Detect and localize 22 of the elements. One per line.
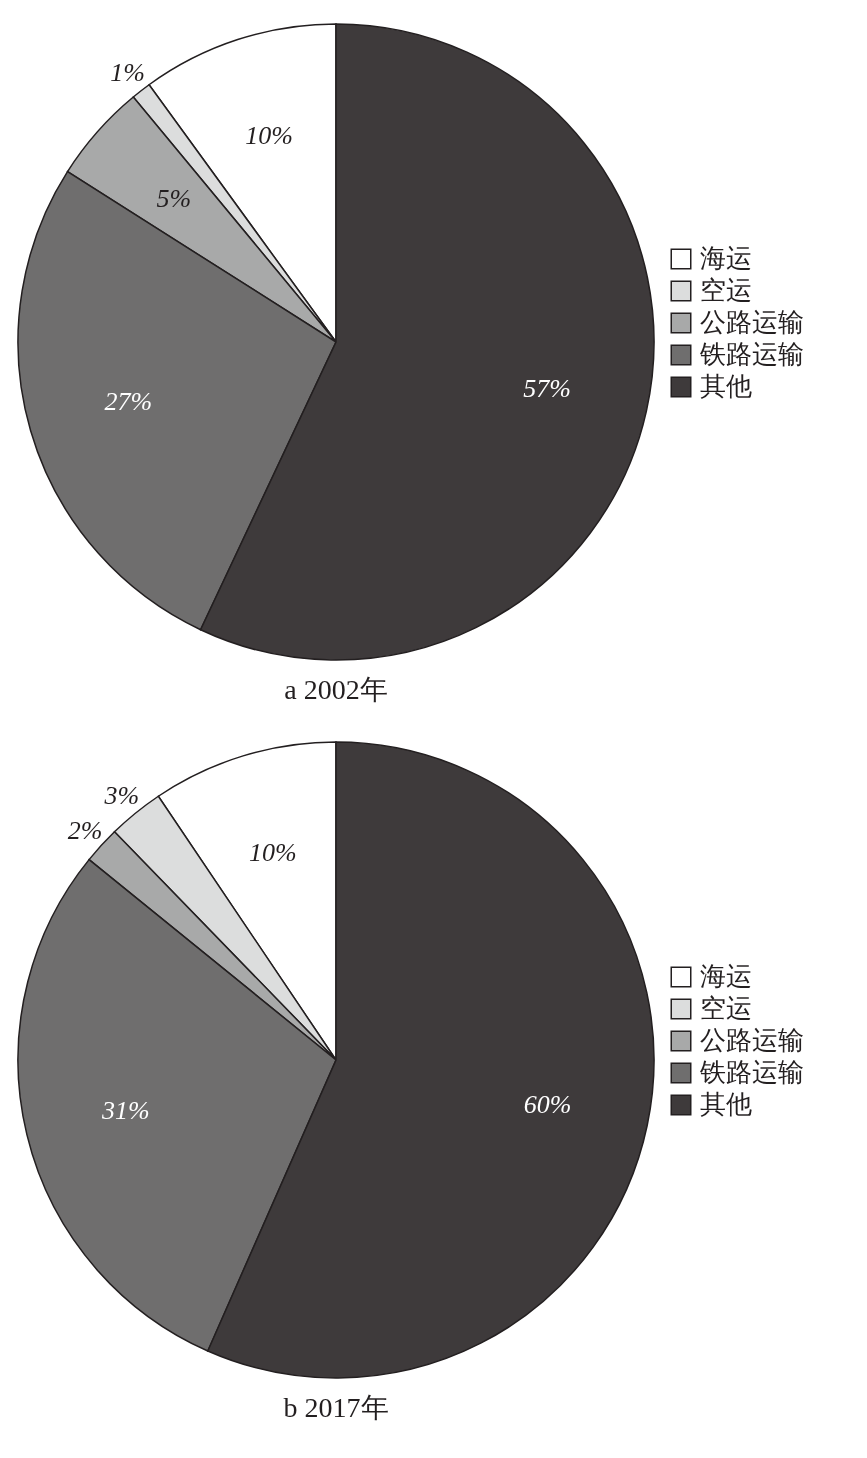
legend-label: 铁路运输 (699, 340, 804, 369)
text: a 2002年 (284, 674, 388, 705)
data-label: 3% (103, 780, 140, 810)
legend-label: 海运 (700, 244, 752, 273)
legend-label: 其他 (700, 372, 752, 401)
legend-label: 公路运输 (700, 1026, 804, 1055)
legend-label: 铁路运输 (699, 1058, 804, 1087)
legend-label: 其他 (700, 1090, 752, 1119)
data-label: 10% (249, 838, 297, 868)
text: b 2017年 (283, 1392, 389, 1423)
data-label: 31% (100, 1095, 150, 1125)
data-label: 27% (104, 387, 153, 417)
legend-label: 空运 (700, 276, 752, 305)
data-label: 2% (67, 815, 103, 845)
data-label: 10% (245, 121, 294, 151)
data-label: 1% (110, 58, 145, 88)
data-label: 57% (523, 374, 571, 404)
data-label: 5% (156, 184, 192, 213)
legend-label: 公路运输 (700, 308, 804, 337)
data-label: 60% (523, 1089, 572, 1119)
legend-label: 海运 (700, 962, 752, 991)
legend-label: 空运 (700, 994, 752, 1023)
